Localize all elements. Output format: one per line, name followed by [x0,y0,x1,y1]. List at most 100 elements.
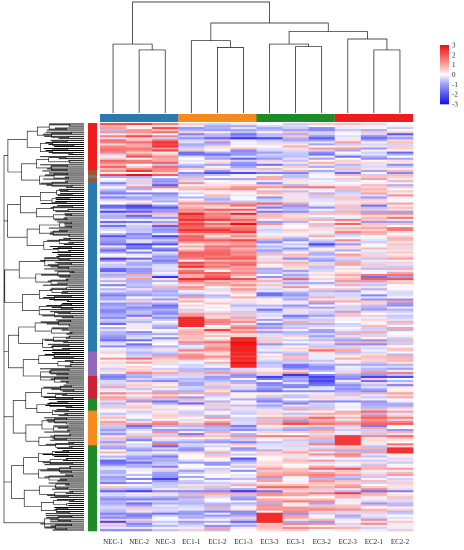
heatmap-cell [152,461,179,464]
heatmap-cell [100,200,127,203]
heatmap-cell [308,522,336,526]
heatmap-cell [126,225,153,228]
heatmap-cell [386,296,414,299]
heatmap-cell [230,155,257,158]
heatmap-cell [386,133,414,136]
heatmap-cell [282,365,309,369]
heatmap-cell [308,433,336,436]
heatmap-cell [230,145,257,148]
heatmap-cell [334,296,362,299]
heatmap-cell [256,222,283,226]
heatmap-cell [256,247,283,250]
heatmap-cell [386,512,414,515]
heatmap-cell [308,504,336,507]
heatmap-cell [334,302,362,305]
heatmap-cell [204,455,231,458]
heatmap-cell [100,267,127,271]
heatmap-cell [308,496,336,499]
heatmap-cell [100,353,127,356]
heatmap-cell [230,335,257,338]
heatmap-cell [152,186,179,189]
heatmap-cell [308,273,336,277]
heatmap-cell [152,459,179,462]
heatmap-cell [386,147,414,150]
heatmap-cell [126,477,153,481]
heatmap-cell [204,475,231,479]
heatmap-cell [386,218,414,222]
heatmap-cell [308,139,336,142]
heatmap-cell [334,306,362,309]
heatmap-cell [152,390,179,393]
row-cluster-7 [88,375,97,399]
heatmap-cell [126,465,153,469]
heatmap-cell [334,390,362,393]
heatmap-cell [126,123,153,126]
heatmap-cell [204,361,231,365]
heatmap-cell [178,404,205,407]
heatmap-cell [100,222,127,226]
heatmap-cell [256,184,283,187]
heatmap-cell [308,406,336,409]
heatmap-cell [256,467,283,471]
heatmap-cell [334,375,362,379]
heatmap-cell [360,202,388,205]
heatmap-cell [204,216,231,220]
heatmap-cell [256,151,283,154]
heatmap-cell [126,414,153,418]
heatmap-cell [204,410,231,413]
heatmap-cell [308,490,336,493]
heatmap-cell [360,139,388,142]
color-scale-segment [440,50,449,53]
heatmap-cell [126,422,153,426]
heatmap-cell [126,335,153,338]
heatmap-cell [334,433,362,436]
heatmap-cell [178,182,205,185]
heatmap-cell [230,239,257,242]
heatmap-cell [204,351,231,354]
heatmap-cell [152,237,179,240]
heatmap-cell [256,524,283,528]
heatmap-cell [230,304,257,307]
heatmap-cell [256,398,283,401]
heatmap-cell [360,143,388,146]
heatmap-cell [360,418,388,422]
heatmap-cell [100,251,127,254]
heatmap-cell [126,294,153,297]
heatmap-cell [100,171,127,175]
heatmap-cell [152,284,179,287]
heatmap-cell [256,145,283,148]
heatmap-cell [100,408,127,411]
heatmap-cell [126,337,153,340]
heatmap-cell [308,361,336,365]
heatmap-cell [178,396,205,399]
heatmap-cell [334,333,362,336]
heatmap-cell [308,345,336,348]
heatmap-cell [230,361,257,365]
color-scale-segment [440,86,449,89]
heatmap-cell [230,257,257,260]
heatmap-cell [126,174,153,177]
heatmap-cell [100,526,127,530]
heatmap-cell [152,176,179,179]
color-scale-segment [440,59,449,62]
heatmap-cell [308,261,336,265]
heatmap-cell [230,380,257,383]
heatmap-cell [100,398,127,401]
heatmap-cell [100,459,127,462]
heatmap-cell [282,331,309,334]
heatmap-cell [178,188,205,191]
heatmap-cell [334,314,362,318]
heatmap-cell [204,237,231,240]
heatmap-cell [386,471,414,475]
heatmap-cell [178,239,205,242]
heatmap-cell [386,137,414,140]
sample-label: EC3-2 [313,538,332,546]
heatmap-cell [386,251,414,254]
heatmap-cell [334,151,362,154]
heatmap-cell [230,202,257,205]
heatmap-cell [334,143,362,146]
heatmap-cell [204,453,231,456]
heatmap-cell [126,492,153,495]
heatmap-cell [308,443,336,446]
heatmap-cell [386,437,414,440]
